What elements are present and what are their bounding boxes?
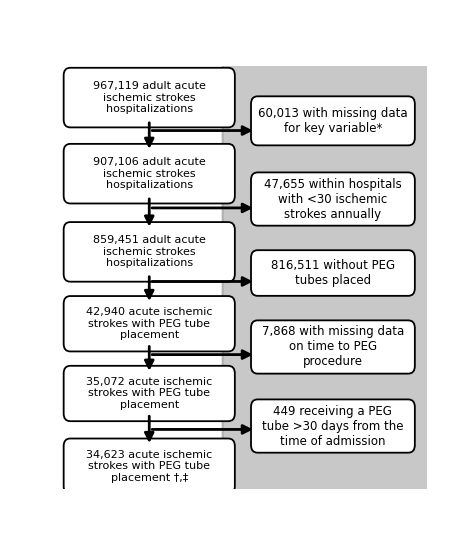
FancyBboxPatch shape [251, 172, 415, 226]
Text: 7,868 with missing data
on time to PEG
procedure: 7,868 with missing data on time to PEG p… [262, 326, 404, 368]
FancyBboxPatch shape [251, 321, 415, 374]
Text: 859,451 adult acute
ischemic strokes
hospitalizations: 859,451 adult acute ischemic strokes hos… [93, 236, 206, 268]
Text: 35,072 acute ischemic
strokes with PEG tube
placement: 35,072 acute ischemic strokes with PEG t… [86, 377, 212, 410]
Text: 42,940 acute ischemic
strokes with PEG tube
placement: 42,940 acute ischemic strokes with PEG t… [86, 307, 212, 340]
Text: 34,623 acute ischemic
strokes with PEG tube
placement †,‡: 34,623 acute ischemic strokes with PEG t… [86, 450, 212, 483]
FancyBboxPatch shape [223, 55, 436, 499]
Text: 816,511 without PEG
tubes placed: 816,511 without PEG tubes placed [271, 259, 395, 287]
Text: 449 receiving a PEG
tube >30 days from the
time of admission: 449 receiving a PEG tube >30 days from t… [262, 405, 404, 447]
FancyBboxPatch shape [64, 439, 235, 494]
FancyBboxPatch shape [251, 96, 415, 145]
Text: 907,106 adult acute
ischemic strokes
hospitalizations: 907,106 adult acute ischemic strokes hos… [93, 157, 206, 191]
FancyBboxPatch shape [64, 366, 235, 421]
FancyBboxPatch shape [251, 400, 415, 453]
FancyBboxPatch shape [64, 222, 235, 282]
FancyBboxPatch shape [64, 144, 235, 204]
FancyBboxPatch shape [64, 296, 235, 351]
Text: 47,655 within hospitals
with <30 ischemic
strokes annually: 47,655 within hospitals with <30 ischemi… [264, 177, 402, 221]
Text: 967,119 adult acute
ischemic strokes
hospitalizations: 967,119 adult acute ischemic strokes hos… [93, 81, 206, 114]
Text: 60,013 with missing data
for key variable*: 60,013 with missing data for key variabl… [258, 107, 408, 135]
FancyBboxPatch shape [64, 68, 235, 127]
FancyBboxPatch shape [251, 250, 415, 296]
